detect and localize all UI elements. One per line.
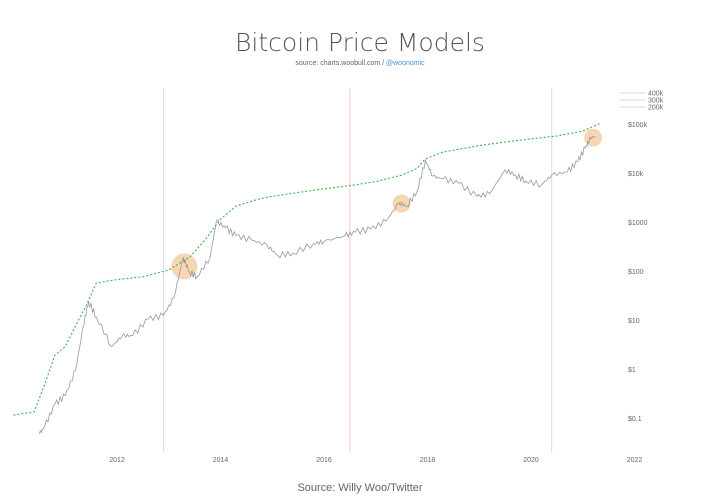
chart-subtitle: source: charts.woobull.com / @woonomic — [0, 60, 720, 67]
y-tick-label: $1 — [628, 367, 636, 374]
x-tick-label: 2012 — [109, 457, 125, 464]
y-tick-label: $100 — [628, 269, 644, 276]
legend-label: 200k — [648, 105, 664, 112]
x-tick-label: 2020 — [523, 457, 539, 464]
twitter-handle-link[interactable]: @woonomic — [386, 60, 425, 67]
highlight-circle — [392, 194, 411, 213]
x-tick-label: 2014 — [213, 457, 229, 464]
y-tick-label: $100k — [628, 122, 648, 129]
x-tick-label: 2018 — [420, 457, 436, 464]
price-line — [39, 135, 596, 434]
x-tick-label: 2022 — [627, 457, 643, 464]
x-tick-label: 2016 — [316, 457, 332, 464]
y-tick-label: $0.1 — [628, 416, 642, 423]
legend-label: 300k — [648, 98, 664, 105]
y-tick-label: $10k — [628, 171, 644, 178]
y-tick-label: $1000 — [628, 220, 648, 227]
y-tick-label: $10 — [628, 318, 640, 325]
figure-caption: Source: Willy Woo/Twitter — [297, 482, 423, 494]
highlight-circle — [171, 253, 198, 280]
source-text: source: charts.woobull.com / — [295, 60, 385, 67]
legend-label: 400k — [648, 91, 664, 98]
chart-title: Bitcoin Price Models — [235, 28, 485, 57]
model-line — [13, 122, 602, 416]
